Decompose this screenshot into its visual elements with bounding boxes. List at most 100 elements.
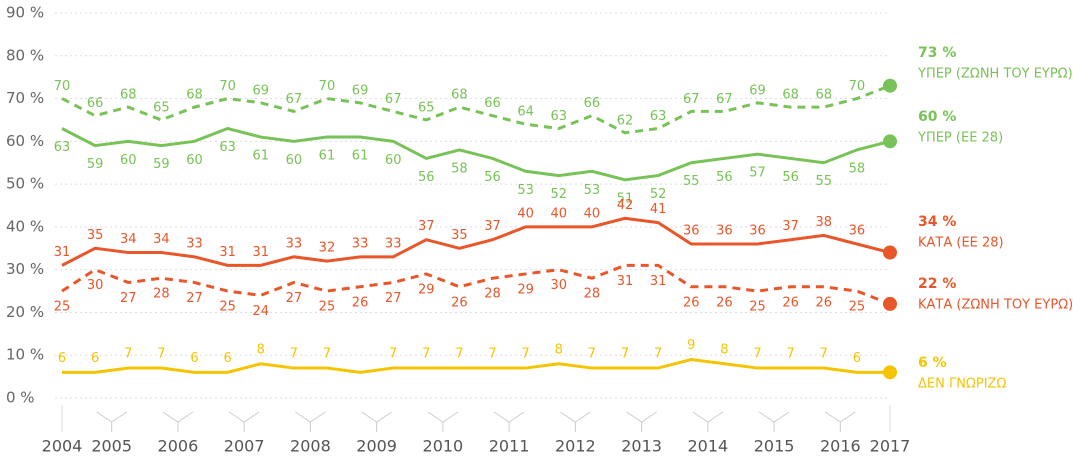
value-label: 53 xyxy=(584,183,601,198)
value-label: 56 xyxy=(418,170,435,185)
value-label: 37 xyxy=(484,219,501,234)
end-marker xyxy=(883,296,897,311)
value-label: 68 xyxy=(815,88,832,103)
value-label: 52 xyxy=(551,187,568,202)
value-label: 61 xyxy=(352,149,369,164)
y-tick-label: 70 % xyxy=(6,89,44,107)
end-marker xyxy=(883,78,897,93)
value-label: 68 xyxy=(120,88,137,103)
value-label: 42 xyxy=(617,198,634,213)
value-label: 24 xyxy=(252,304,269,319)
value-label: 68 xyxy=(782,88,799,103)
value-label: 63 xyxy=(219,140,236,155)
value-label: 34 xyxy=(153,232,170,247)
value-label: 7 xyxy=(455,347,463,362)
y-tick-label: 60 % xyxy=(6,132,44,150)
x-tick-label: 2011 xyxy=(489,437,530,456)
value-label: 26 xyxy=(782,295,799,310)
value-label: 36 xyxy=(849,224,866,239)
value-label: 7 xyxy=(422,347,430,362)
value-label: 70 xyxy=(219,79,236,94)
value-label: 31 xyxy=(219,245,236,260)
value-label: 69 xyxy=(352,83,369,98)
x-chevron xyxy=(361,411,392,432)
end-marker xyxy=(883,245,897,260)
value-label: 26 xyxy=(451,295,468,310)
value-label: 36 xyxy=(683,224,700,239)
value-label: 53 xyxy=(517,183,534,198)
end-value-label: 6 % xyxy=(918,355,947,371)
value-label: 63 xyxy=(650,109,667,124)
value-label: 68 xyxy=(451,88,468,103)
end-marker xyxy=(883,134,897,149)
value-label: 59 xyxy=(87,157,104,172)
x-tick-label: 2014 xyxy=(687,437,728,456)
x-tick-label: 2015 xyxy=(754,437,795,456)
value-label: 55 xyxy=(815,174,832,189)
value-label: 36 xyxy=(716,224,733,239)
value-label: 70 xyxy=(54,79,71,94)
value-label: 6 xyxy=(853,351,861,366)
value-label: 51 xyxy=(617,191,634,206)
value-label: 30 xyxy=(87,278,104,293)
y-tick-label: 50 % xyxy=(6,175,44,193)
x-chevron xyxy=(295,411,326,432)
value-label: 40 xyxy=(517,206,534,221)
value-label: 56 xyxy=(484,170,501,185)
value-label: 27 xyxy=(120,291,137,306)
x-tick-label: 2004 xyxy=(42,437,83,456)
value-label: 55 xyxy=(683,174,700,189)
value-label: 67 xyxy=(683,92,700,107)
value-label: 7 xyxy=(588,347,596,362)
value-label: 56 xyxy=(716,170,733,185)
x-chevron xyxy=(96,411,127,432)
x-chevron xyxy=(427,411,459,432)
value-label: 7 xyxy=(786,347,794,362)
value-label: 6 xyxy=(223,351,231,366)
value-label: 40 xyxy=(551,206,568,221)
x-chevron xyxy=(162,411,194,432)
value-label: 26 xyxy=(716,295,733,310)
x-chevron xyxy=(758,411,790,432)
value-label: 34 xyxy=(120,232,137,247)
value-label: 58 xyxy=(849,161,866,176)
value-label: 26 xyxy=(815,295,832,310)
value-label: 62 xyxy=(617,113,634,128)
legend-label: ΚΑΤΑ (ΕΕ 28) xyxy=(918,236,1004,251)
value-label: 40 xyxy=(584,206,601,221)
value-label: 38 xyxy=(815,215,832,230)
value-label: 8 xyxy=(555,342,563,357)
value-label: 61 xyxy=(252,149,269,164)
value-label: 7 xyxy=(290,347,298,362)
value-label: 70 xyxy=(849,79,866,94)
x-chevron xyxy=(626,411,657,432)
x-tick-label: 2009 xyxy=(356,437,397,456)
value-label: 7 xyxy=(820,347,828,362)
value-label: 66 xyxy=(584,96,601,111)
y-tick-label: 90 % xyxy=(6,4,44,22)
x-tick-label: 2012 xyxy=(555,437,596,456)
value-label: 65 xyxy=(153,100,170,115)
x-tick-label: 2005 xyxy=(91,437,132,456)
value-label: 7 xyxy=(389,347,397,362)
value-label: 7 xyxy=(124,347,132,362)
value-label: 27 xyxy=(186,291,203,306)
value-label: 26 xyxy=(352,295,369,310)
value-label: 69 xyxy=(252,83,269,98)
series-line xyxy=(61,84,891,135)
value-label: 60 xyxy=(120,153,137,168)
legend-label: ΔΕΝ ΓΝΩΡΙΖΩ xyxy=(918,377,1006,392)
x-chevron xyxy=(493,411,525,432)
value-label: 57 xyxy=(749,166,766,181)
value-label: 6 xyxy=(190,351,198,366)
legend-label: ΥΠΕΡ (ΖΩΝΗ ΤΟΥ ΕΥΡΩ) xyxy=(917,67,1073,82)
value-label: 7 xyxy=(488,347,496,362)
value-label: 25 xyxy=(219,300,236,315)
value-label: 68 xyxy=(186,88,203,103)
value-label: 33 xyxy=(352,236,369,251)
value-label: 7 xyxy=(621,347,629,362)
y-tick-label: 20 % xyxy=(6,303,44,321)
y-tick-label: 10 % xyxy=(6,346,44,364)
value-label: 35 xyxy=(87,228,104,243)
